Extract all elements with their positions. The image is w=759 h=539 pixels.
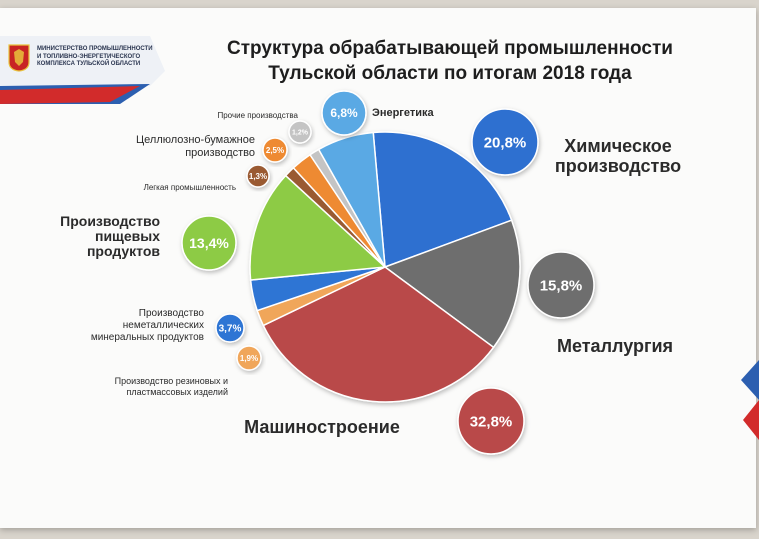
value-bubble-machine-building — [457, 387, 525, 455]
pie-slice-machine-building — [262, 266, 495, 403]
category-label-non-metallic-minerals: Производство неметаллических минеральных п… — [91, 308, 205, 343]
value-bubble-pulp-paper — [262, 137, 288, 163]
value-bubble-other-production — [288, 120, 312, 144]
region-emblem-icon — [8, 44, 30, 72]
category-label-rubber-plastic: Производство резиновых и пластмассовых из… — [115, 376, 228, 397]
data-label-pulp-paper: 2,5% — [266, 146, 284, 155]
pie-slice-metallurgy — [383, 219, 521, 349]
ministry-line: И ТОПЛИВНО-ЭНЕРГЕТИЧЕСКОГО — [37, 53, 141, 60]
pie-slice-chemical — [372, 131, 513, 269]
title-line-2: Тульской области по итогам 2018 года — [268, 63, 632, 84]
title-line-1: Структура обрабатывающей промышленности — [227, 38, 673, 59]
ministry-line: КОМПЛЕКСА ТУЛЬСКОЙ ОБЛАСТИ — [37, 61, 141, 67]
data-label-non-metallic-minerals: 3,7% — [219, 324, 242, 335]
category-label-other-production: Прочие производства — [217, 111, 298, 120]
chart-title: Структура обрабатывающей промышленности … — [190, 36, 710, 86]
pie-slices — [249, 131, 521, 403]
data-label-light-industry: 1,3% — [249, 172, 267, 181]
data-label-metallurgy: 15,8% — [540, 277, 583, 294]
value-bubble-rubber-plastic — [236, 345, 262, 371]
value-bubble-non-metallic-minerals — [215, 313, 245, 343]
value-bubble-energy — [321, 90, 367, 136]
ministry-name: МИНИСТЕРСТВО ПРОМЫШЛЕННОСТИ И ТОПЛИВНО-Э… — [37, 46, 167, 69]
value-bubble-light-industry — [246, 164, 270, 188]
value-bubble-metallurgy — [527, 251, 595, 319]
pie-slice-energy — [317, 131, 386, 268]
data-label-machine-building: 32,8% — [470, 413, 513, 430]
pie-slice-food-products — [249, 174, 387, 281]
data-label-other-production: 1,2% — [292, 129, 309, 136]
value-bubble-food-products — [181, 215, 237, 271]
data-label-chemical: 20,8% — [484, 134, 527, 151]
category-label-pulp-paper: Целлюлозно-бумажное производство — [136, 134, 255, 159]
side-ribbon — [741, 360, 759, 440]
data-label-rubber-plastic: 1,9% — [240, 354, 258, 363]
ministry-line: МИНИСТЕРСТВО ПРОМЫШЛЕННОСТИ — [37, 46, 153, 52]
ribbon-red-stripe — [0, 86, 140, 104]
category-label-machine-building: Машиностроение — [244, 417, 400, 437]
category-label-food-products: Производство пищевых продуктов — [60, 213, 160, 259]
header-ribbon — [0, 36, 165, 104]
category-label-light-industry: Легкая промышленность — [144, 183, 236, 192]
category-label-chemical: Химическое производство — [555, 136, 681, 176]
category-label-metallurgy: Металлургия — [557, 336, 673, 356]
data-label-food-products: 13,4% — [189, 235, 229, 251]
category-label-energy: Энергетика — [372, 107, 435, 119]
data-label-energy: 6,8% — [330, 106, 358, 120]
value-bubble-chemical — [471, 108, 539, 176]
